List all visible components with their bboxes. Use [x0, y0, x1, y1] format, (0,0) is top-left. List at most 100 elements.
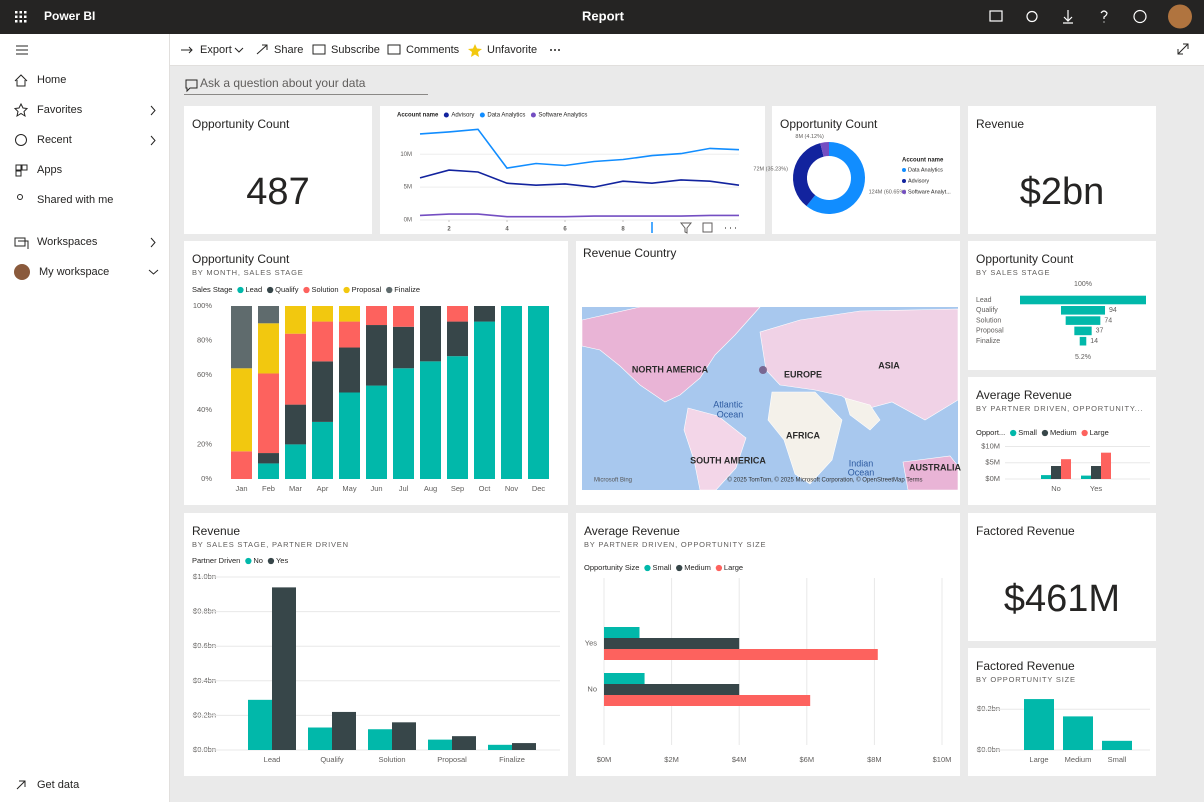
- nav-item[interactable]: Shared with me: [37, 194, 113, 206]
- landmass: [767, 391, 843, 485]
- donut-slice: [792, 143, 824, 207]
- more-actions[interactable]: [550, 49, 560, 51]
- legend-marker: [902, 168, 906, 172]
- legend-marker: [237, 286, 244, 294]
- funnel-bar: [1079, 336, 1087, 346]
- comments-icon[interactable]: [387, 44, 401, 55]
- map-label: SOUTH AMERICA: [690, 455, 766, 465]
- nav-item[interactable]: Home: [37, 74, 66, 86]
- notifications-icon[interactable]: [989, 10, 1003, 22]
- bar-segment: [393, 306, 414, 327]
- toolbar-action[interactable]: Subscribe: [331, 44, 380, 56]
- legend-marker: [902, 179, 906, 183]
- nav-item[interactable]: My workspace: [39, 266, 109, 278]
- export-chevron[interactable]: [234, 47, 244, 53]
- data-label: 74: [1104, 317, 1112, 324]
- toolbar-action[interactable]: Export: [200, 44, 232, 56]
- workspaces-icon: [14, 237, 29, 249]
- action-bar: [170, 34, 1204, 66]
- x-tick-label: Small: [1108, 755, 1127, 764]
- nav-item[interactable]: Recent: [37, 134, 72, 146]
- legend-label: Software Analyt...: [908, 189, 951, 195]
- legend-label: Yes: [276, 556, 288, 565]
- tile-title: Opportunity Count: [976, 252, 1074, 266]
- qna-input[interactable]: Ask a question about your data: [200, 76, 366, 90]
- tile[interactable]: [968, 106, 1156, 234]
- fullscreen-icon[interactable]: [1177, 43, 1189, 55]
- bar-segment: [339, 321, 360, 348]
- legend-marker: [676, 564, 683, 572]
- subscribe-icon[interactable]: [312, 44, 326, 55]
- bar: [1102, 740, 1132, 750]
- user-avatar[interactable]: [1168, 4, 1192, 29]
- help-icon[interactable]: [1100, 10, 1108, 23]
- tile-title: Average Revenue: [584, 524, 680, 538]
- toolbar-action[interactable]: Comments: [406, 44, 460, 56]
- qna-icon: [185, 79, 198, 93]
- legend-marker: [1081, 429, 1088, 437]
- tile-title: Factored Revenue: [976, 524, 1075, 538]
- data-label: 14: [1090, 338, 1098, 345]
- bar: [1063, 716, 1093, 750]
- legend-marker: [266, 286, 274, 294]
- tile-subtitle: BY SALES STAGE: [976, 268, 1050, 277]
- y-tick-label: $0.8bn: [193, 607, 216, 616]
- map-label: AUSTRALIA: [909, 462, 961, 472]
- x-tick-label: $4M: [732, 755, 747, 764]
- legend-label: Qualify: [275, 285, 299, 294]
- x-tick-label: Finalize: [499, 755, 525, 764]
- legend-marker: [530, 112, 536, 118]
- workspace-avatar: [14, 264, 30, 280]
- unfavorite-icon[interactable]: [468, 44, 482, 57]
- x-tick-label: Solution: [378, 755, 405, 764]
- tile[interactable]: [968, 513, 1156, 641]
- legend-marker: [479, 112, 485, 118]
- visual-header[interactable]: [651, 222, 736, 234]
- toolbar-action[interactable]: Unfavorite: [487, 44, 537, 56]
- app-launcher[interactable]: [15, 11, 27, 23]
- x-tick-label: Medium: [1065, 755, 1092, 764]
- filter-icon[interactable]: [679, 222, 693, 234]
- tile[interactable]: [968, 377, 1156, 505]
- y-tick-label: $0M: [985, 474, 1000, 483]
- nav-item[interactable]: Get data: [37, 779, 80, 791]
- toolbar-action[interactable]: Share: [274, 44, 303, 56]
- y-tick-label: 10M: [400, 152, 412, 158]
- funnel-bottom-label: 5.2%: [1075, 354, 1091, 361]
- x-tick-label: Mar: [289, 484, 302, 493]
- data-label: 72M (35.23%): [753, 166, 788, 172]
- tile[interactable]: [968, 648, 1156, 776]
- map-view: [581, 306, 959, 491]
- x-tick-label: Dec: [532, 484, 546, 493]
- bar-segment: [474, 321, 495, 479]
- nav-pane: [0, 0, 170, 802]
- bar: [272, 587, 296, 750]
- nav-item[interactable]: Workspaces: [37, 236, 98, 248]
- y-tick-label: $0.4bn: [193, 676, 216, 685]
- x-tick-label: $10M: [933, 755, 952, 764]
- tile[interactable]: [968, 241, 1156, 370]
- focus-icon[interactable]: [702, 222, 713, 233]
- tile-subtitle: BY MONTH, SALES STAGE: [192, 268, 304, 277]
- data-label: 124M (60.65%): [869, 189, 907, 195]
- nav-item[interactable]: Apps: [37, 164, 63, 176]
- export-icon[interactable]: [181, 46, 193, 54]
- nav-item[interactable]: Favorites: [37, 104, 83, 116]
- bar: [604, 684, 740, 695]
- bar-segment: [339, 347, 360, 393]
- x-tick-label: Yes: [1090, 484, 1102, 493]
- download-icon[interactable]: [1063, 10, 1073, 24]
- legend-label: Advisory: [451, 113, 474, 119]
- tile[interactable]: [380, 106, 765, 234]
- y-tick-label: $0.2bn: [977, 704, 1000, 713]
- nav-toggle[interactable]: [16, 45, 28, 55]
- bar-segment: [366, 385, 387, 479]
- y-tick-label: $0.0bn: [193, 745, 216, 754]
- share-icon[interactable]: [256, 44, 268, 55]
- tile[interactable]: [184, 106, 372, 234]
- feedback-icon[interactable]: [1133, 9, 1147, 24]
- settings-icon[interactable]: [1026, 10, 1038, 23]
- report-title: Report: [582, 8, 625, 23]
- bar: [332, 711, 356, 750]
